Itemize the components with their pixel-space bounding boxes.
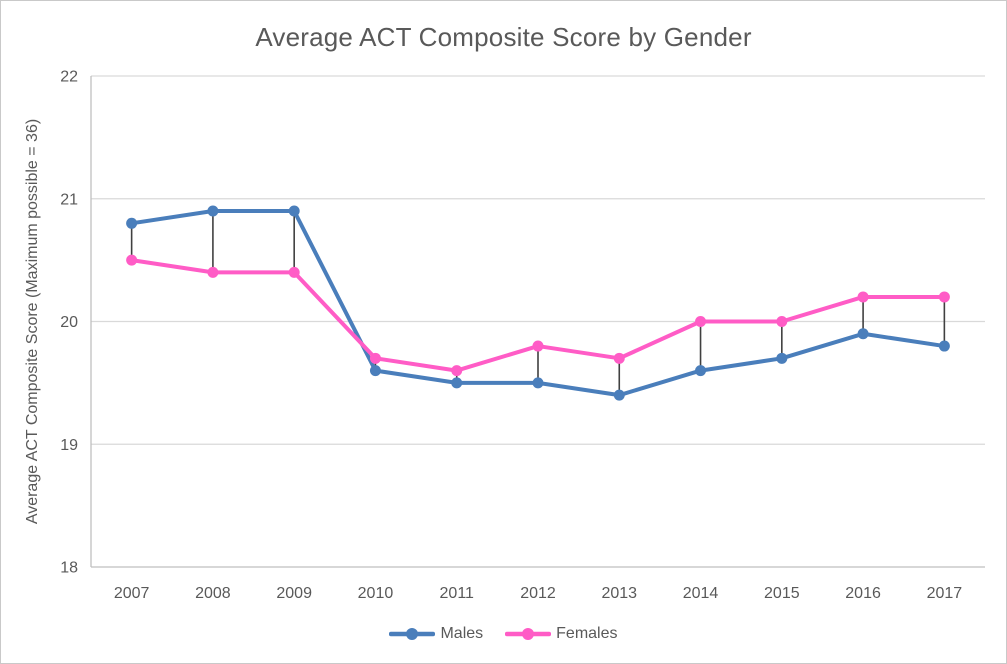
males-marker [613,389,625,401]
males-marker [532,377,544,389]
legend-label-females: Females [556,625,618,642]
males-marker [207,205,219,217]
males-marker [938,340,950,352]
females-marker [938,291,950,303]
x-tick-label: 2012 [520,585,556,602]
chart-title: Average ACT Composite Score by Gender [255,22,752,52]
legend-item-females: Females [505,625,618,643]
x-tick-label: 2016 [845,585,881,602]
x-tick-label: 2017 [927,585,963,602]
females-marker [776,316,788,327]
males-legend-dot [406,628,419,640]
y-tick-label: 22 [60,69,78,86]
legend-label-males: Males [440,625,484,642]
x-tick-label: 2010 [358,585,394,602]
x-tick-label: 2009 [276,585,312,602]
males-marker [288,205,300,217]
x-tick-label: 2013 [601,585,637,602]
females-marker [126,254,138,266]
females-marker [288,266,300,278]
x-tick-label: 2008 [195,585,231,602]
females-legend-marker-icon [505,628,552,640]
females-marker [857,291,869,303]
legend-item-males: Males [389,625,483,643]
x-tick-label: 2014 [683,585,719,602]
y-tick-label: 19 [60,437,78,454]
x-tick-label: 2015 [764,585,800,602]
legend: Males Females [1,625,1006,643]
females-marker [451,365,463,377]
males-legend-marker-icon [389,628,436,640]
males-marker [776,352,788,364]
y-tick-label: 18 [60,560,78,577]
females-marker [613,352,625,364]
males-marker [857,328,869,340]
males-marker [695,365,707,377]
females-legend-dot [522,628,535,640]
females-marker [369,352,381,364]
x-tick-label: 2007 [114,585,150,602]
males-marker [451,377,463,389]
y-tick-label: 20 [60,314,78,331]
females-marker [695,316,707,327]
x-tick-label: 2011 [440,585,475,602]
males-marker [369,365,381,377]
y-axis-title: Average ACT Composite Score (Maximum pos… [24,119,41,524]
y-tick-label: 21 [60,191,78,208]
females-marker [207,266,219,278]
females-marker [532,340,544,352]
males-marker [126,217,138,229]
